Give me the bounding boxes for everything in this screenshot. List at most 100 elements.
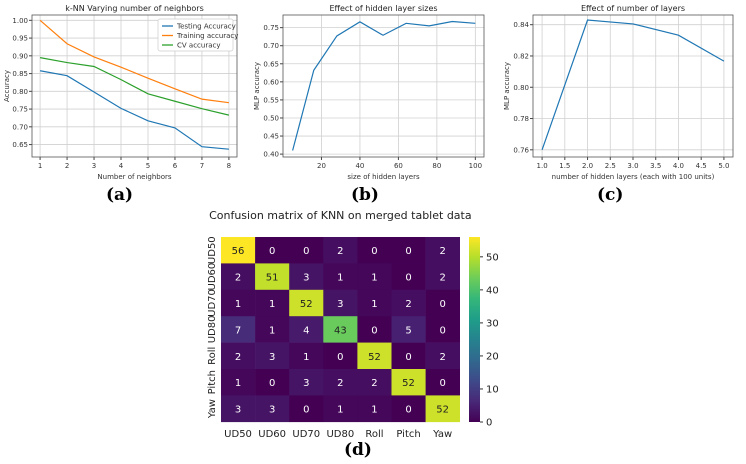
- x-tick-label: 4: [119, 162, 124, 170]
- series-line-0: [292, 20, 476, 151]
- legend-box: [157, 18, 234, 52]
- x-tick-label: 80: [432, 162, 441, 170]
- heatmap-x-label: UD60: [258, 429, 286, 440]
- heatmap-y-label: Pitch: [207, 370, 218, 394]
- heatmap-cell: [323, 369, 358, 396]
- panel-label-d: (d): [344, 440, 372, 460]
- series-line-0: [541, 19, 725, 151]
- heatmap-cell: [425, 237, 460, 264]
- heatmap-cell-value: 0: [269, 378, 275, 389]
- x-axis-label: number of hidden layers (each with 100 u…: [552, 173, 715, 181]
- heatmap-y-label: UD80: [207, 316, 218, 344]
- x-tick-label: 5: [146, 162, 150, 170]
- y-tick-label: 0.80: [12, 88, 28, 96]
- heatmap-y-label: Roll: [207, 347, 218, 365]
- heatmap-cell-value: 0: [303, 405, 309, 416]
- y-tick-label: 0.75: [12, 106, 28, 114]
- heatmap-cell-value: 0: [371, 246, 377, 257]
- heatmap-cell: [323, 237, 358, 264]
- heatmap-cell-value: 0: [405, 246, 411, 257]
- heatmap-cell-value: 4: [303, 325, 309, 336]
- heatmap-cell: [391, 237, 426, 264]
- y-tick-label: 0.75: [263, 24, 279, 32]
- heatmap-cell: [255, 316, 290, 343]
- y-tick-label: 0.70: [12, 123, 28, 131]
- heatmap-cell-value: 3: [303, 378, 309, 389]
- heatmap-cell-value: 7: [235, 325, 241, 336]
- heatmap-cell: [255, 263, 290, 291]
- heatmap-cell: [255, 289, 290, 317]
- series-line-2: [39, 57, 230, 116]
- heatmap-cell: [357, 289, 392, 317]
- x-tick-label: 5.0: [718, 162, 729, 170]
- heatmap-cell-value: 0: [439, 299, 445, 310]
- x-tick-label: 1.5: [559, 162, 570, 170]
- heatmap-cell-value: 1: [303, 352, 309, 363]
- y-tick-label: 0.70: [263, 42, 279, 50]
- colorbar-tick-label: 30: [486, 318, 499, 329]
- heatmap-cell-value: 3: [235, 405, 241, 416]
- heatmap-cell: [221, 289, 256, 317]
- heatmap-cell-value: 52: [300, 299, 313, 310]
- y-tick-label: 0.90: [12, 52, 28, 60]
- heatmap-cell: [289, 316, 324, 343]
- y-axis-label: MLP accuracy: [253, 62, 261, 110]
- heatmap-x-label: UD50: [224, 429, 252, 440]
- y-tick-label: 0.80: [513, 84, 529, 92]
- x-axis-label: Number of neighbors: [97, 173, 171, 181]
- heatmap-cell: [357, 263, 392, 291]
- heatmap-x-label: Pitch: [396, 429, 420, 440]
- heatmap-cell: [391, 289, 426, 317]
- x-tick-label: 7: [200, 162, 204, 170]
- y-tick-label: 0.55: [263, 96, 279, 104]
- heatmap-cell: [357, 395, 392, 423]
- heatmap-cell-value: 2: [235, 273, 241, 284]
- heatmap-cell: [323, 342, 358, 370]
- y-axis-label: Accuracy: [3, 70, 11, 102]
- heatmap-cell-value: 1: [235, 299, 241, 310]
- x-tick-label: 4.0: [673, 162, 684, 170]
- heatmap-cell-value: 0: [371, 325, 377, 336]
- y-tick-label: 0.40: [263, 151, 279, 159]
- heatmap-x-label: Roll: [365, 429, 383, 440]
- x-tick-label: 40: [355, 162, 364, 170]
- colorbar-tick-label: 10: [486, 384, 499, 395]
- plot-frame: [532, 14, 734, 158]
- legend-label: Testing Accuracy: [176, 23, 236, 31]
- y-tick-label: 0.82: [513, 52, 529, 60]
- heatmap-cell-value: 2: [405, 299, 411, 310]
- x-tick-label: 3: [92, 162, 96, 170]
- heatmap-cell: [425, 316, 460, 343]
- heatmap-cell: [323, 289, 358, 317]
- heatmap-cell: [289, 342, 324, 370]
- heatmap-cell: [425, 263, 460, 291]
- heatmap-cell-value: 1: [269, 299, 275, 310]
- heatmap-cell-value: 2: [235, 352, 241, 363]
- heatmap-cell: [323, 263, 358, 291]
- colorbar-tick-label: 50: [486, 252, 499, 263]
- heatmap-cell: [289, 289, 324, 317]
- heatmap-cell-value: 2: [371, 378, 377, 389]
- heatmap-cell: [323, 316, 358, 343]
- heatmap-cell: [255, 369, 290, 396]
- y-axis-label: MLP accuracy: [503, 62, 511, 110]
- y-tick-label: 1.00: [12, 17, 28, 25]
- heatmap-cell: [357, 316, 392, 343]
- heatmap-cell: [255, 342, 290, 370]
- x-tick-label: 3.0: [627, 162, 638, 170]
- heatmap-cell-value: 0: [405, 273, 411, 284]
- heatmap-cell-value: 51: [266, 273, 279, 284]
- heatmap-cell: [221, 263, 256, 291]
- x-tick-label: 20: [317, 162, 326, 170]
- heatmap-x-label: UD80: [326, 429, 354, 440]
- heatmap-cell-value: 1: [235, 378, 241, 389]
- x-tick-label: 100: [469, 162, 482, 170]
- heatmap-cell-value: 2: [337, 246, 343, 257]
- heatmap-y-label: UD70: [207, 289, 218, 317]
- x-tick-label: 4.5: [696, 162, 707, 170]
- heatmap-cell-value: 1: [337, 405, 343, 416]
- heatmap-cell-value: 0: [439, 325, 445, 336]
- y-tick-label: 0.95: [12, 35, 28, 43]
- y-tick-label: 0.78: [513, 115, 529, 123]
